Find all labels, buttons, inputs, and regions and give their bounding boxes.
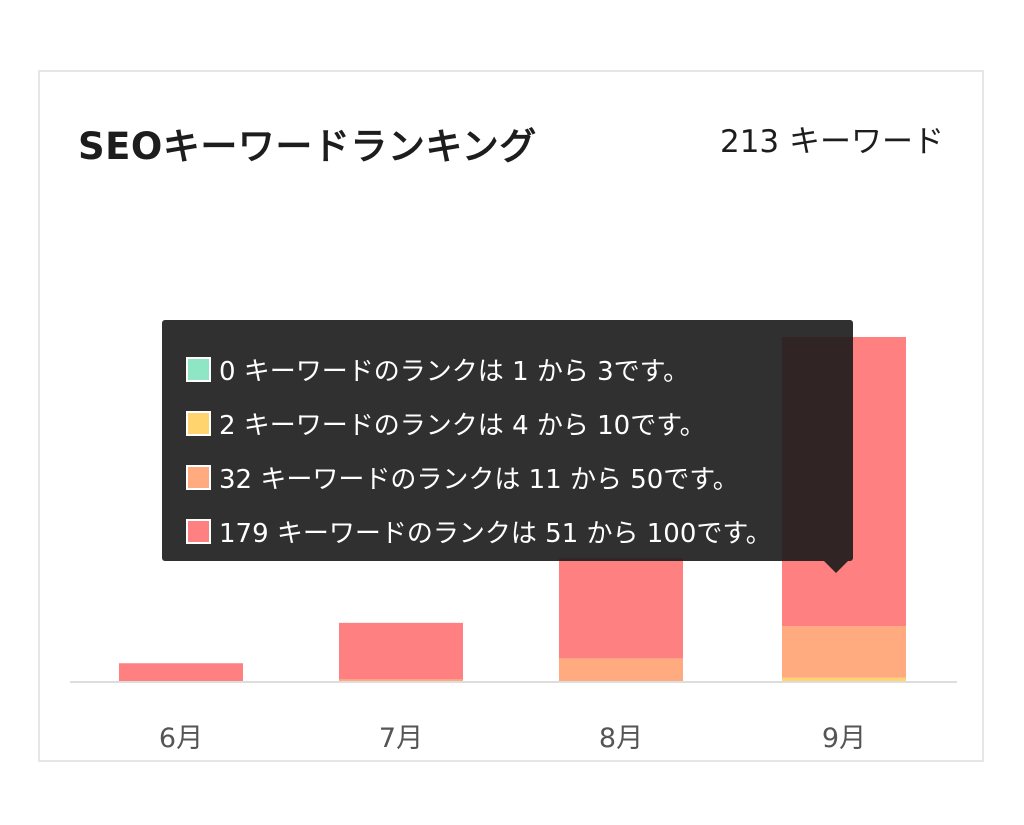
swatch-rank-51-100 xyxy=(186,518,211,544)
bar-9-series-2[interactable] xyxy=(782,626,906,678)
x-tick-label: 8月 xyxy=(599,723,643,754)
tooltip: 0 キーワードのランクは 1 から 3です。 2 キーワードのランクは 4 から… xyxy=(162,320,853,561)
swatch-rank-1-3 xyxy=(186,356,211,382)
swatch-rank-11-50 xyxy=(186,464,211,490)
bar-8-series-3[interactable] xyxy=(559,558,683,659)
bar-7-series-3[interactable] xyxy=(339,622,463,680)
tooltip-text: 32 キーワードのランクは 11 から 50です。 xyxy=(219,464,739,495)
tooltip-row-rank-11-50: 32 キーワードのランクは 11 から 50です。 xyxy=(186,450,853,504)
swatch-rank-4-10 xyxy=(186,410,211,436)
tooltip-row-rank-1-3: 0 キーワードのランクは 1 から 3です。 xyxy=(186,342,853,396)
tooltip-text: 0 キーワードのランクは 1 から 3です。 xyxy=(219,356,690,387)
bar-7-series-2[interactable] xyxy=(339,679,463,681)
tooltip-row-rank-51-100: 179 キーワードのランクは 51 から 100です。 xyxy=(186,504,853,558)
x-tick-label: 9月 xyxy=(822,723,866,754)
x-tick-label: 7月 xyxy=(379,723,423,754)
bar-9-series-1[interactable] xyxy=(782,677,906,681)
bar-6-series-3[interactable] xyxy=(119,663,243,681)
tooltip-text: 2 キーワードのランクは 4 から 10です。 xyxy=(219,410,706,441)
keyword-total: 213 キーワード xyxy=(719,124,944,160)
tooltip-text: 179 キーワードのランクは 51 から 100です。 xyxy=(219,518,772,549)
x-tick-label: 6月 xyxy=(159,723,203,754)
chart-title: SEOキーワードランキング xyxy=(78,125,537,168)
tooltip-row-rank-4-10: 2 キーワードのランクは 4 から 10です。 xyxy=(186,396,853,450)
bar-8-series-2[interactable] xyxy=(559,658,683,681)
tooltip-arrow xyxy=(824,561,848,573)
